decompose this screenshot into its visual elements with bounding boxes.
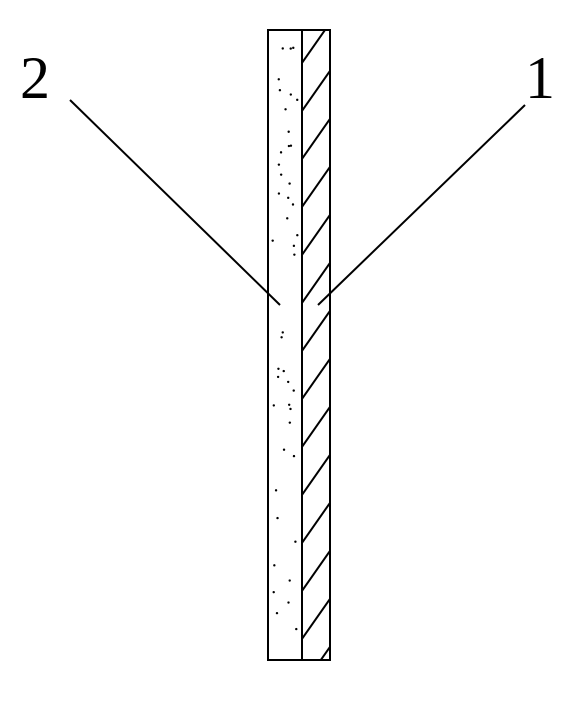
cross-section-svg: 21 [0,0,581,701]
callout-2-label: 2 [20,45,50,111]
diagram-root: 21 [0,0,581,701]
callout-2-leader [70,100,280,305]
left-layer-stipple [271,47,298,631]
callout-1-label: 1 [525,45,555,111]
callout-1-leader [318,105,525,305]
left-layer-outline [268,30,302,660]
